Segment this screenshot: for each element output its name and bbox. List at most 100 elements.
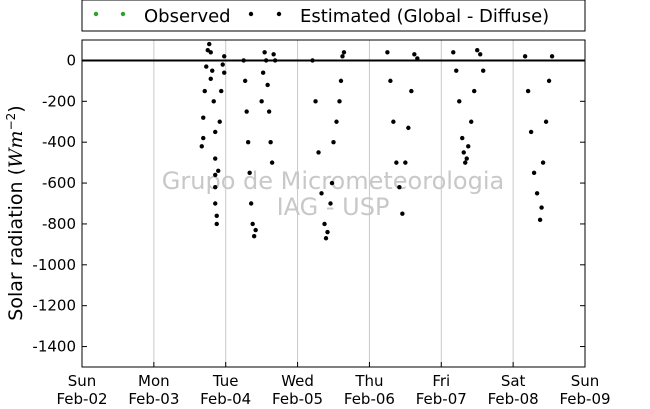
y-axis-ticks: 0 -200 -400 -600 -800 -1000 -1200 -1400 — [32, 51, 585, 356]
estimated-point — [207, 41, 212, 47]
estimated-point — [222, 70, 227, 75]
y-tick-label: -400 — [42, 133, 76, 151]
legend: Observed Estimated (Global - Diffuse) — [81, 0, 586, 32]
estimated-point — [204, 64, 209, 69]
x-tick-label-day: Sat — [501, 372, 526, 390]
estimated-point — [403, 160, 408, 165]
estimated-point — [210, 68, 215, 73]
estimated-point — [469, 119, 474, 124]
estimated-point — [214, 213, 219, 218]
x-tick-label-date: Feb-05 — [272, 390, 323, 408]
legend-marker-observed — [120, 11, 126, 17]
watermark-line-2: IAG - USP — [277, 193, 390, 221]
estimated-point — [334, 119, 339, 124]
estimated-point — [202, 88, 207, 94]
estimated-point — [341, 50, 347, 55]
estimated-point — [271, 52, 276, 57]
estimated-point — [388, 78, 393, 84]
estimated-point — [454, 68, 459, 73]
y-axis-label-unit: Wm — [5, 130, 27, 168]
y-tick-label: 0 — [66, 51, 76, 69]
estimated-point — [415, 56, 420, 61]
estimated-point — [460, 135, 465, 141]
estimated-point — [323, 236, 329, 241]
estimated-point — [406, 125, 411, 131]
estimated-point — [457, 99, 462, 104]
estimated-point — [540, 160, 546, 165]
y-tick-label: -800 — [42, 215, 76, 233]
estimated-point — [409, 88, 414, 94]
estimated-point — [248, 201, 254, 206]
plot-border — [81, 39, 586, 368]
y-axis-label-text: Solar radiation ( — [5, 168, 27, 321]
estimated-point — [265, 82, 270, 88]
estimated-point — [466, 144, 471, 149]
x-tick-label-day: Thu — [354, 372, 383, 390]
legend-label-estimated: Estimated (Global - Diffuse) — [300, 6, 549, 27]
y-axis-label-unit-exponent: −2 — [4, 113, 18, 131]
estimated-point — [481, 68, 486, 73]
x-tick-label-date: Feb-03 — [128, 390, 179, 408]
watermark-line-1: Grupo de Micrometeorologia — [162, 167, 504, 195]
estimated-point — [217, 119, 222, 124]
estimated-point — [316, 150, 321, 155]
estimated-point — [201, 115, 206, 120]
estimated-point — [260, 70, 266, 75]
legend-marker-estimated — [248, 11, 254, 17]
estimated-point — [247, 170, 252, 176]
estimated-point — [391, 119, 396, 124]
y-tick-label: -600 — [42, 174, 76, 192]
estimated-point — [534, 191, 540, 196]
estimated-point — [199, 144, 204, 149]
x-tick-label-day: Mon — [138, 372, 170, 390]
estimated-point — [253, 227, 258, 233]
estimated-point — [546, 78, 552, 84]
estimated-point — [269, 160, 275, 165]
estimated-point — [385, 50, 390, 55]
estimated-point — [463, 160, 468, 165]
plot-area: Grupo de Micrometeorologia IAG - USP — [81, 39, 586, 368]
estimated-point — [259, 99, 264, 104]
estimated-point — [220, 62, 225, 67]
y-tick-label: -1200 — [32, 297, 76, 315]
y-tick-label: -1000 — [32, 256, 76, 274]
estimated-point — [338, 78, 344, 84]
x-tick-label-day: Sun — [68, 372, 97, 390]
x-tick-label-date: Feb-09 — [559, 390, 610, 408]
estimated-point — [522, 54, 528, 59]
estimated-point — [329, 180, 335, 186]
estimated-point — [319, 191, 324, 196]
estimated-point — [219, 88, 224, 94]
data-points — [199, 41, 555, 241]
estimated-point — [528, 129, 534, 135]
estimated-point — [325, 229, 330, 235]
estimated-point — [549, 54, 555, 59]
estimated-point — [331, 139, 336, 145]
estimated-point — [397, 184, 402, 190]
legend-label-observed: Observed — [144, 6, 231, 27]
x-tick-label-day: Sun — [571, 372, 600, 390]
estimated-point — [322, 221, 327, 227]
estimated-point — [213, 201, 218, 206]
estimated-point — [222, 54, 227, 59]
x-tick-label-day: Wed — [281, 372, 314, 390]
estimated-point — [525, 88, 531, 94]
x-tick-label-date: Feb-06 — [344, 390, 395, 408]
estimated-point — [241, 58, 246, 63]
estimated-point — [214, 221, 219, 227]
estimated-point — [216, 168, 221, 173]
legend-marker-observed — [93, 11, 99, 17]
estimated-point — [400, 211, 405, 216]
estimated-point — [263, 58, 269, 63]
legend-marker-estimated — [276, 11, 282, 17]
x-tick-label-date: Feb-02 — [56, 390, 107, 408]
vertical-gridlines — [153, 40, 514, 367]
estimated-point — [328, 201, 333, 206]
estimated-point — [412, 52, 417, 57]
x-axis-ticks: SunFeb-02MonFeb-03TueFeb-04WedFeb-05ThuF… — [56, 362, 611, 408]
estimated-point — [272, 58, 278, 63]
estimated-point — [250, 221, 255, 227]
estimated-point — [475, 48, 480, 53]
estimated-point — [464, 156, 469, 161]
estimated-point — [201, 135, 206, 141]
